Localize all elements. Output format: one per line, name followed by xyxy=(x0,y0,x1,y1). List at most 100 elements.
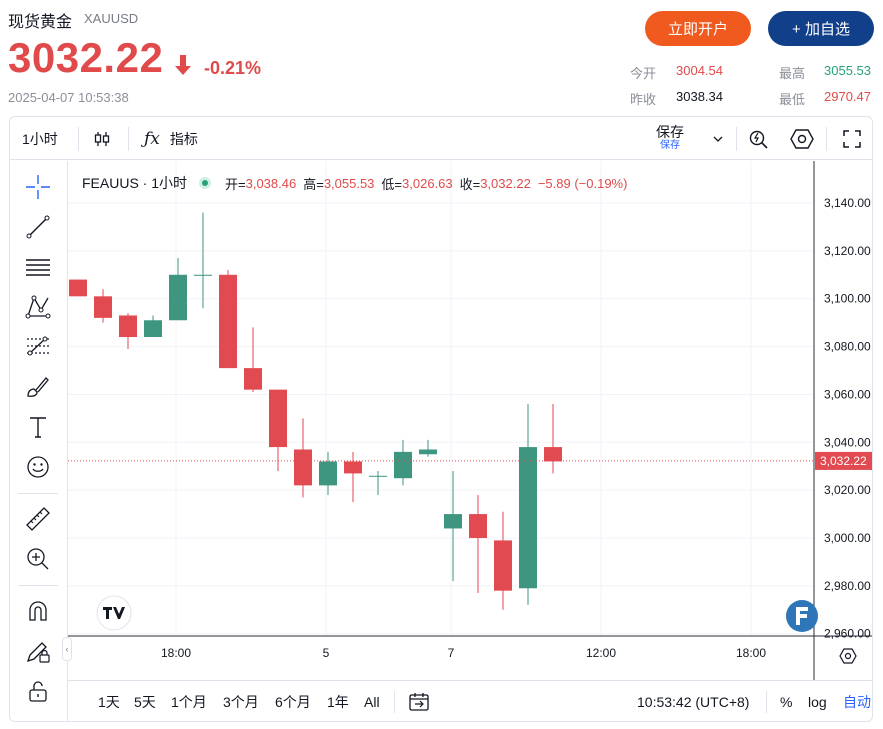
candle-body xyxy=(194,274,212,276)
open-value: 3004.54 xyxy=(676,63,723,78)
emoji-icon[interactable] xyxy=(24,453,52,481)
x-tick-label: 7 xyxy=(448,646,455,660)
candle-body xyxy=(169,274,187,321)
sidebar-collapse-handle[interactable]: ‹ xyxy=(62,637,72,661)
price-chart[interactable]: 3,140.00 3,120.00 3,100.00 3,080.00 3,060.00… xyxy=(68,161,872,680)
function-icon: ƒx xyxy=(144,128,160,149)
magnet-icon[interactable] xyxy=(24,597,52,625)
y-tick-label: 3,100.00 xyxy=(824,292,871,306)
chart-legend: FEAUUS · 1小时 开= 3,038.46 高= 3,055.53 低= … xyxy=(82,173,634,193)
percent-scale-toggle[interactable]: % xyxy=(780,694,793,710)
chevron-down-icon[interactable] xyxy=(712,117,724,160)
legend-low-value: 3,026.63 xyxy=(402,175,453,191)
candle-body xyxy=(269,389,287,448)
y-tick-label: 3,080.00 xyxy=(824,340,871,354)
candle-body xyxy=(494,540,512,591)
range-1m[interactable]: 1个月 xyxy=(171,694,207,710)
range-1d[interactable]: 1天 xyxy=(98,694,120,710)
candle-body xyxy=(344,461,362,474)
add-watchlist-button[interactable]: + 加自选 xyxy=(768,11,874,46)
auto-scale-toggle[interactable]: 自动 xyxy=(843,694,871,710)
candle-style-icon[interactable] xyxy=(92,117,112,160)
hexagon-shape xyxy=(839,648,857,664)
range-6m[interactable]: 6个月 xyxy=(275,694,311,710)
open-label: 今开 xyxy=(630,66,657,81)
y-tick-label: 3,020.00 xyxy=(824,483,871,497)
legend-open-key: 开= xyxy=(225,176,246,192)
lock-pencil-icon[interactable] xyxy=(24,637,52,665)
y-tick-label: 2,980.00 xyxy=(824,579,871,593)
high-value: 3055.53 xyxy=(824,63,871,78)
candle-body xyxy=(519,447,537,589)
tradingview-logo-icon xyxy=(96,595,132,631)
candle-body xyxy=(469,514,487,539)
candle-body xyxy=(244,368,262,390)
save-label: 保存 xyxy=(656,124,684,140)
hexagon-center xyxy=(844,652,852,660)
candle-body xyxy=(544,447,562,462)
range-1y[interactable]: 1年 xyxy=(327,694,349,710)
save-button[interactable]: 保存 保存 xyxy=(656,117,684,160)
y-tick-label: 3,000.00 xyxy=(824,531,871,545)
crosshair-icon[interactable] xyxy=(24,173,52,201)
x-tick-label: 18:00 xyxy=(736,646,766,660)
chart-widget: 1小时 ƒx 指标 保存 保存 xyxy=(9,116,873,722)
high-label: 最高 xyxy=(779,66,806,81)
price-change-percent: -0.21% xyxy=(204,58,262,78)
interval-selector[interactable]: 1小时 xyxy=(22,130,58,147)
log-scale-toggle[interactable]: log xyxy=(808,694,827,710)
lock-icon[interactable] xyxy=(24,677,52,705)
horizontal-lines-icon[interactable] xyxy=(24,253,52,281)
candle-body xyxy=(219,274,237,369)
settings-gear-icon[interactable] xyxy=(790,117,814,160)
x-tick-label: 12:00 xyxy=(586,646,616,660)
y-tick-label: 3,040.00 xyxy=(824,435,871,449)
date-range-calendar-icon[interactable] xyxy=(408,681,430,721)
candle-body xyxy=(294,449,312,486)
text-tool-icon[interactable] xyxy=(24,413,52,441)
trend-line-icon[interactable] xyxy=(24,213,52,241)
candle-body xyxy=(369,475,387,477)
candle-body xyxy=(144,320,162,338)
current-price: 3032.22 xyxy=(8,34,164,81)
instrument-code: XAUUSD xyxy=(84,11,139,26)
market-status-icon xyxy=(199,177,212,189)
prev-close-value: 3038.34 xyxy=(676,89,723,104)
candle-body xyxy=(419,449,437,455)
candle-body xyxy=(394,451,412,479)
fullscreen-icon[interactable] xyxy=(842,117,862,160)
zoom-in-icon[interactable] xyxy=(24,545,52,573)
legend-open-value: 3,038.46 xyxy=(245,175,297,191)
range-5d[interactable]: 5天 xyxy=(134,694,156,710)
indicators-button[interactable]: ƒx 指标 xyxy=(144,117,198,160)
time-axis-settings-icon[interactable] xyxy=(839,648,857,664)
brush-icon[interactable] xyxy=(24,373,52,401)
y-tick-label: 3,120.00 xyxy=(824,244,871,258)
range-all[interactable]: All xyxy=(364,694,380,710)
candle-body xyxy=(319,461,337,486)
candle-body xyxy=(119,315,137,338)
legend-close-value: 3,032.22 xyxy=(480,175,531,191)
legend-high-key: 高= xyxy=(303,176,324,192)
legend-symbol: FEAUUS · 1小时 xyxy=(82,175,188,191)
brand-f-mark xyxy=(796,607,808,625)
y-tick-label: 3,060.00 xyxy=(824,387,871,401)
legend-change: −5.89 (−0.19%) xyxy=(537,175,628,191)
current-price-badge-label: 3,032.22 xyxy=(820,454,867,468)
prev-close-label: 昨收 xyxy=(630,92,657,107)
save-sub-label: 保存 xyxy=(660,140,680,151)
y-tick-label: 3,140.00 xyxy=(824,196,871,210)
fib-retracement-icon[interactable] xyxy=(24,333,52,361)
tradingview-logo-mark xyxy=(103,607,125,619)
drawing-tools-sidebar xyxy=(10,161,68,721)
pattern-tool-icon[interactable] xyxy=(24,293,52,321)
down-arrow-icon xyxy=(175,55,191,75)
range-3m[interactable]: 3个月 xyxy=(223,694,259,710)
candle-body xyxy=(444,514,462,529)
legend-low-key: 低= xyxy=(381,176,403,192)
clock-timezone[interactable]: 10:53:42 (UTC+8) xyxy=(637,694,750,710)
ruler-icon[interactable] xyxy=(24,505,52,533)
open-account-button[interactable]: 立即开户 xyxy=(645,11,751,46)
current-price-badge xyxy=(815,451,872,470)
quick-search-icon[interactable] xyxy=(748,117,770,160)
